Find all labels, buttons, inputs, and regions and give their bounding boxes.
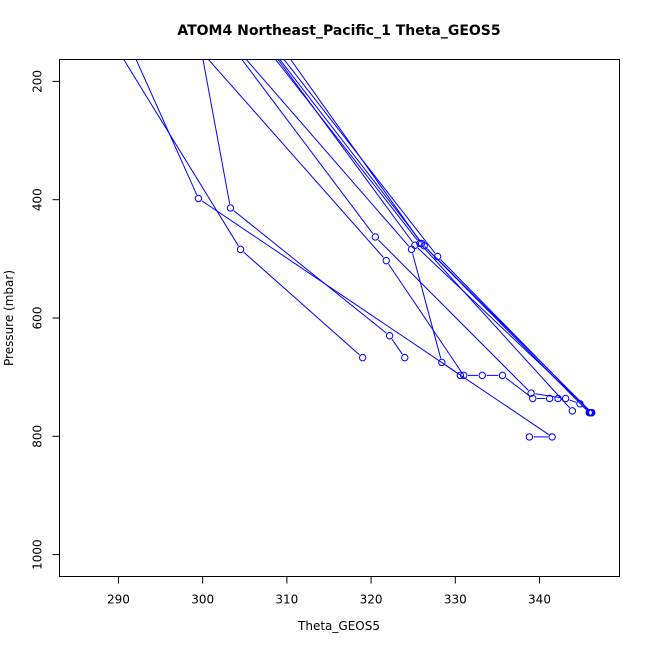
y-tick-label: 200 [31, 70, 45, 93]
series-segment [243, 251, 360, 356]
series-segment [135, 59, 198, 195]
data-point [561, 394, 570, 403]
data-point [545, 394, 554, 403]
series-segment [241, 59, 374, 234]
y-tick-label: 600 [31, 307, 45, 330]
data-point [498, 371, 507, 380]
series-segment [233, 210, 387, 334]
series-segment [422, 246, 570, 409]
data-point [226, 204, 235, 212]
y-axis-label: Pressure (mbar) [2, 270, 16, 366]
data-point [411, 241, 419, 249]
series-segment [201, 200, 549, 435]
series-4 [207, 59, 562, 403]
data-point [194, 194, 203, 203]
series-segment [202, 59, 231, 204]
data-point [460, 371, 468, 380]
data-point [548, 433, 556, 441]
data-point [420, 242, 428, 250]
series-segment [377, 239, 529, 391]
data-point [478, 371, 486, 380]
chart-title: ATOM4 Northeast_Pacific_1 Theta_GEOS5 [177, 23, 500, 39]
series-11 [290, 59, 593, 417]
data-point [529, 394, 537, 403]
data-point [554, 394, 562, 403]
x-tick-label: 310 [275, 593, 298, 607]
data-point [527, 389, 535, 397]
series-segment [277, 59, 413, 243]
data-point [525, 433, 534, 441]
series-segment [290, 59, 420, 241]
x-tick-label: 320 [360, 593, 383, 607]
series-segment [424, 246, 587, 411]
data-point [371, 233, 379, 241]
series-segment [505, 377, 530, 397]
series-group [123, 59, 596, 441]
series-segment [207, 59, 384, 258]
series-segment [417, 247, 590, 411]
data-point [417, 239, 426, 248]
data-point [588, 408, 596, 417]
series-3 [202, 59, 409, 362]
y-tick-label: 800 [31, 425, 45, 448]
series-segment [123, 59, 239, 247]
series-segment [535, 393, 562, 399]
x-tick-label: 290 [107, 593, 130, 607]
series-segment [279, 59, 422, 243]
x-tick-label: 330 [444, 593, 467, 607]
x-axis: 290 300 310 320 330 340 [107, 576, 551, 607]
series-segment [444, 364, 458, 374]
y-tick-label: 400 [31, 188, 45, 211]
data-point [568, 407, 577, 415]
series-8 [279, 59, 596, 417]
data-point [438, 358, 446, 367]
series-segment [274, 59, 418, 241]
data-point [456, 371, 465, 380]
series-segment [440, 259, 589, 410]
series-1 [123, 59, 367, 362]
series-segment [391, 338, 403, 355]
y-axis: 200 400 600 800 1000 [31, 70, 60, 570]
series-segment [412, 253, 442, 359]
data-point [358, 353, 367, 362]
series-segment [388, 263, 462, 373]
data-point [236, 245, 245, 254]
data-point [401, 353, 409, 362]
x-axis-label: Theta_GEOS5 [297, 619, 380, 633]
x-tick-label: 300 [191, 593, 214, 607]
data-point [407, 245, 416, 254]
series-2 [135, 59, 556, 441]
series-segment [569, 399, 577, 403]
series-6 [245, 59, 465, 380]
y-tick-label: 1000 [31, 539, 45, 570]
data-point [382, 256, 390, 265]
data-point [585, 408, 593, 417]
x-tick-label: 340 [528, 593, 551, 607]
data-point [385, 332, 394, 340]
series-segment [245, 59, 410, 247]
